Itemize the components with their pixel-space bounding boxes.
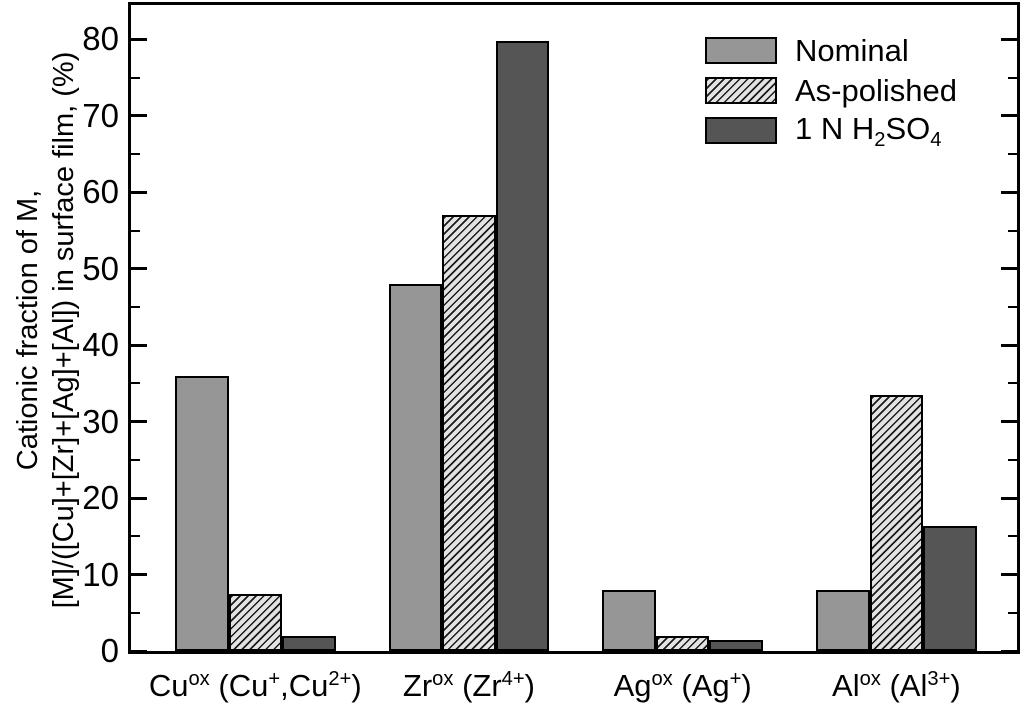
bar-series0-cat3 [816, 589, 870, 651]
y-tick-label-70: 70 [82, 96, 119, 134]
y-tick-label-40: 40 [82, 326, 119, 364]
y-tick-label-10: 10 [82, 555, 119, 593]
y-tick-minor [131, 76, 140, 79]
legend-label-0: Nominal [795, 33, 909, 68]
y-tick-major [1001, 190, 1017, 194]
x-category-label-2: Agox (Ag+) [613, 667, 752, 703]
legend-item-0: Nominal [705, 33, 957, 68]
y-tick-label-30: 30 [82, 402, 119, 440]
y-tick-major [1001, 343, 1017, 347]
y-tick-major [1001, 496, 1017, 500]
y-tick-major [131, 37, 147, 41]
y-tick-major [1001, 649, 1017, 653]
y-tick-label-0: 0 [100, 632, 119, 669]
bar-series2-cat0 [282, 635, 336, 651]
bar-series1-cat2 [655, 635, 710, 651]
legend-item-2: 1 N H2SO4 [705, 110, 957, 152]
y-tick-major [131, 496, 147, 500]
y-tick-label-50: 50 [82, 249, 119, 287]
y-tick-minor [1008, 229, 1017, 232]
bar-series2-cat3 [923, 525, 977, 651]
y-tick-minor [131, 305, 140, 308]
y-tick-major [131, 420, 147, 424]
y-tick-major [131, 267, 147, 271]
bar-series1-cat1 [442, 215, 496, 651]
y-tick-major [131, 343, 147, 347]
bar-series2-cat1 [495, 40, 550, 651]
y-tick-major [1001, 114, 1017, 118]
y-tick-minor [1008, 153, 1017, 156]
y-tick-minor [1008, 458, 1017, 461]
y-tick-label-20: 20 [82, 479, 119, 517]
y-tick-minor [1008, 535, 1017, 538]
plot-area [128, 2, 1020, 654]
y-tick-major [1001, 573, 1017, 577]
y-tick-major [1001, 37, 1017, 41]
legend-label-1: As-polished [795, 73, 957, 108]
bar-series1-cat0 [228, 593, 282, 651]
bar-series0-cat2 [602, 589, 656, 651]
y-tick-major [131, 649, 147, 653]
legend-item-1: As-polished [705, 73, 957, 108]
y-tick-major [131, 190, 147, 194]
x-category-label-0: Cuox (Cu+,Cu2+) [148, 667, 362, 703]
y-tick-minor [1008, 382, 1017, 385]
y-tick-minor [1008, 611, 1017, 614]
y-tick-major [1001, 267, 1017, 271]
y-tick-minor [131, 382, 140, 385]
y-tick-minor [131, 611, 140, 614]
legend-swatch-solid-dark-icon [705, 117, 777, 144]
legend: Nominal As-polished 1 N H2SO4 [705, 33, 957, 157]
bar-series0-cat0 [175, 375, 229, 651]
bar-series0-cat1 [388, 284, 443, 651]
y-tick-minor [131, 229, 140, 232]
legend-swatch-hatch-icon [705, 77, 777, 104]
bar-series1-cat3 [869, 394, 924, 651]
x-category-label-3: Alox (Al3+) [832, 667, 961, 703]
y-tick-minor [1008, 305, 1017, 308]
y-tick-label-60: 60 [82, 173, 119, 211]
bar-series2-cat2 [709, 639, 763, 651]
y-tick-minor [131, 535, 140, 538]
plot-inner [131, 5, 1017, 653]
y-tick-minor [131, 153, 140, 156]
legend-label-2: 1 N H2SO4 [795, 110, 942, 152]
y-tick-major [131, 114, 147, 118]
y-tick-major [1001, 420, 1017, 424]
legend-swatch-solid-light-icon [705, 37, 777, 64]
y-tick-label-80: 80 [82, 20, 119, 58]
y-tick-minor [131, 458, 140, 461]
y-tick-minor [1008, 76, 1017, 79]
y-tick-major [131, 573, 147, 577]
x-category-label-1: Zrox (Zr4+) [402, 667, 535, 703]
